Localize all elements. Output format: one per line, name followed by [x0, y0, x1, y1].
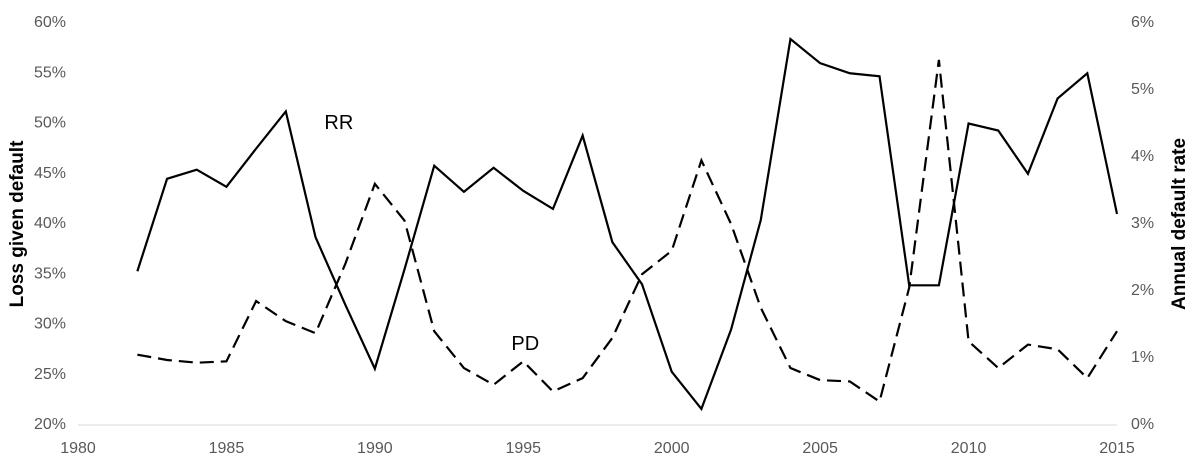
y2-tick-label: 5%	[1131, 81, 1154, 98]
y-tick-label: 40%	[34, 215, 66, 232]
y-tick-label: 45%	[34, 165, 66, 182]
y2-tick-label: 2%	[1131, 282, 1154, 299]
series-label: PD	[511, 333, 539, 355]
y-tick-label: 55%	[34, 64, 66, 81]
y2-tick-label: 0%	[1131, 416, 1154, 433]
y-tick-label: 20%	[34, 416, 66, 433]
x-tick-label: 2005	[802, 440, 838, 457]
y2-tick-label: 3%	[1131, 215, 1154, 232]
y2-tick-label: 4%	[1131, 148, 1154, 165]
x-tick-label: 2010	[951, 440, 987, 457]
series-line	[137, 59, 1118, 404]
y-tick-label: 35%	[34, 265, 66, 282]
y-tick-label: 50%	[34, 115, 66, 132]
series-label: RR	[324, 112, 353, 134]
x-tick-label: 1990	[357, 440, 393, 457]
y2-tick-label: 1%	[1131, 349, 1154, 366]
x-tick-label: 1980	[60, 440, 96, 457]
x-tick-label: 1985	[209, 440, 245, 457]
y-tick-label: 30%	[34, 316, 66, 333]
y2-axis-label: Annual default rate	[1169, 138, 1190, 310]
y-axis-label: Loss given default	[7, 140, 28, 307]
x-tick-label: 2000	[654, 440, 690, 457]
x-tick-label: 1995	[505, 440, 541, 457]
y-tick-label: 60%	[34, 14, 66, 31]
y-tick-label: 25%	[34, 366, 66, 383]
series-line	[136, 37, 1119, 412]
y2-tick-label: 6%	[1131, 14, 1154, 31]
x-tick-label: 2015	[1099, 440, 1135, 457]
